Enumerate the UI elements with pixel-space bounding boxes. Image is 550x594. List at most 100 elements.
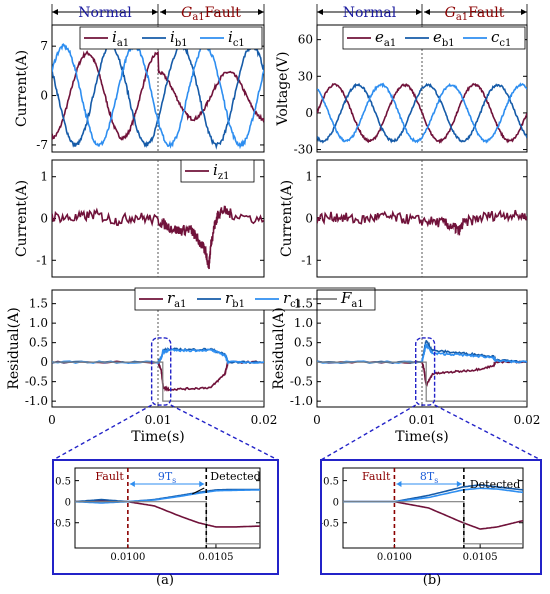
y-tick-label: 1.5 (29, 297, 48, 311)
y-axis-label: Current(A) (14, 50, 30, 127)
detected-label: Detected (210, 470, 260, 483)
series-F_a1 (75, 501, 260, 545)
y-tick-label: 1.0 (29, 316, 48, 330)
y-tick-label: 0 (305, 106, 313, 120)
x-tick-label: 0 (48, 413, 56, 427)
legend: ra1 rb1 rc1 Fa1 (134, 287, 376, 311)
plot-area (317, 82, 527, 145)
panel-b-zoom: 0.5 0 -0.5 0.0100 0.0105 Fault Detected 8Ts (320, 467, 524, 563)
plot-area (317, 340, 527, 402)
series-F_a1 (52, 361, 264, 402)
panel-a-residual: 1.51.00.50-0.5-1.00 0.01 0.02Residual(A)Ti… (6, 287, 376, 445)
series-r_c1 (52, 347, 264, 365)
x-tick-label: 0.02 (251, 413, 278, 427)
legend: ea1 eb1 cc1 (342, 26, 526, 50)
legend-entry: rc1 (283, 289, 302, 310)
arrow-head (521, 9, 527, 15)
zoom-connector (434, 404, 542, 461)
y-tick-label: 60 (298, 33, 313, 47)
y-tick-label: 30 (298, 69, 313, 83)
delay-label: 9Ts (158, 470, 176, 485)
series-r_b1 (75, 488, 260, 503)
y-tick-label: -0.5 (52, 519, 71, 530)
y-axis-label: Residual(A) (271, 307, 287, 389)
legend-entry: eb1 (433, 28, 455, 49)
legend-entry: ib1 (170, 28, 188, 49)
y-tick-label: 1 (305, 170, 313, 184)
fault-header-label: Ga1Fault (445, 5, 505, 23)
series-i_z1 (317, 209, 527, 236)
panel-b-voltage: 60 30 0 -30 Voltage(V) ea1 eb1 cc1 (275, 24, 528, 157)
zoom-source-box (415, 337, 436, 406)
x-tick-label: 0.01 (409, 413, 436, 427)
x-tick-label: 0.0100 (110, 552, 145, 563)
legend-entry: ia1 (112, 28, 129, 49)
caption-a: (a) (156, 573, 174, 588)
fault-label: Fault (362, 470, 391, 483)
delay-arrow-head (199, 481, 205, 487)
legend-entry: iz1 (213, 161, 229, 182)
series-e_c1 (317, 82, 527, 144)
legend-entry: ea1 (375, 28, 396, 49)
normal-label: Normal (343, 5, 397, 21)
y-tick-label: 0 (65, 498, 71, 509)
series-r_a1 (343, 500, 523, 530)
legend-entry: ra1 (167, 289, 187, 310)
arrow-head (258, 9, 264, 15)
y-tick-label: -1.0 (25, 394, 48, 408)
panel-a-zoom: 0.5 0 -0.5 0.0100 0.0105 Fault Detected 9Ts (52, 467, 261, 563)
x-tick-label: 0 (313, 413, 321, 427)
series-r_c1 (75, 489, 260, 504)
series-r_a1 (75, 499, 260, 528)
delay-arrow-head (456, 481, 462, 487)
x-tick-label: 0.02 (514, 413, 541, 427)
y-axis-label: Voltage(V) (275, 52, 291, 127)
zoom-callout-b (320, 337, 542, 575)
y-tick-label: 0.5 (294, 336, 313, 350)
delay-arrow-head (396, 481, 402, 487)
arrow-head (424, 9, 430, 15)
panel-a-zero-current: 1 0 -1 Current(A) iz1 (14, 159, 265, 278)
legend-entry: Fa1 (340, 289, 364, 310)
arrow-head (160, 9, 166, 15)
series-F_a1 (317, 361, 527, 402)
series-r_a1 (317, 360, 527, 387)
series-e_a1 (317, 82, 527, 145)
zoom-frame (52, 459, 279, 575)
delay-arrow-head (129, 481, 135, 487)
y-tick-label: -0.5 (320, 519, 339, 530)
y-axis-label: Current(A) (279, 180, 295, 257)
y-axis-label: Residual(A) (6, 307, 22, 389)
series-r_a1 (52, 360, 264, 392)
y-tick-label: 1.5 (294, 297, 313, 311)
plot-area (52, 205, 264, 270)
y-tick-label: 0.5 (323, 477, 339, 488)
phase-header-a: Normal Ga1Fault (51, 4, 265, 25)
arrow-head (52, 9, 58, 15)
axes-frame (342, 467, 524, 549)
legend: ia1 ib1 ic1 (79, 26, 263, 50)
detected-pointer (192, 487, 205, 495)
x-tick-label: 0.0105 (463, 552, 498, 563)
zoom-connector (52, 404, 152, 461)
phase-header-b: Normal Ga1Fault (316, 4, 528, 25)
y-tick-label: -7 (36, 138, 48, 152)
series-e_b1 (317, 82, 527, 144)
panel-b-residual: 1.51.00.50-0.5-1.00 0.01 0.02Residual(A)Ti… (271, 289, 541, 445)
series-r_c1 (317, 343, 527, 364)
y-tick-label: -0.5 (25, 375, 48, 389)
legend-box (180, 159, 255, 183)
panel-b-zero-current: 1 0 -1 Current(A) (279, 159, 528, 278)
zoom-source-box (150, 337, 172, 406)
caption-b: (b) (423, 573, 441, 588)
arrow-head (317, 9, 323, 15)
axes-frame (74, 467, 261, 549)
y-tick-label: -1 (301, 253, 313, 267)
plot-area (343, 483, 523, 545)
y-tick-label: -30 (294, 143, 313, 157)
x-axis-label: Time(s) (395, 429, 448, 445)
plot-area (52, 41, 264, 150)
y-tick-label: 0 (40, 89, 48, 103)
y-tick-label: 1 (40, 170, 48, 184)
arrow-head (152, 9, 158, 15)
